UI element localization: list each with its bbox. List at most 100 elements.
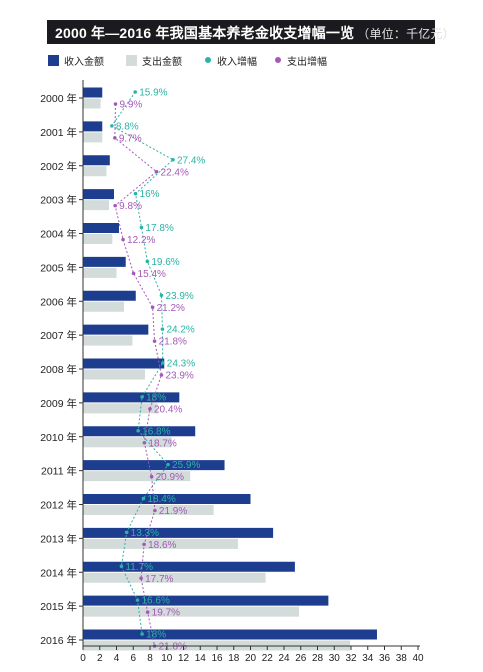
income-growth-label: 16.6% — [141, 596, 169, 607]
expense-growth-point — [113, 136, 117, 140]
expense-growth-label: 20.4% — [154, 404, 182, 415]
income-growth-point — [124, 530, 129, 535]
expense-growth-label: 18.7% — [148, 438, 176, 449]
income-growth-line — [111, 91, 174, 635]
legend-item-expense: 支出金额 — [126, 52, 182, 68]
expense-bar — [83, 132, 103, 143]
chart-title-bar: 2000 年—2016 年我国基本养老金收支增幅一览 （单位：千亿元） — [47, 20, 455, 44]
x-tick-label: 8 — [147, 653, 153, 664]
expense-bar — [83, 98, 101, 109]
income-bar — [83, 189, 114, 200]
y-tick-label: 2013 年 — [40, 532, 77, 545]
x-tick-label: 38 — [396, 653, 408, 664]
legend-dot-expense-growth — [275, 57, 281, 63]
expense-growth-label: 21.8% — [159, 337, 187, 348]
expense-growth-label: 22.4% — [161, 167, 189, 178]
expense-growth-label: 9.9% — [120, 100, 143, 111]
x-tick-label: 14 — [195, 653, 207, 664]
y-tick-label: 2007 年 — [40, 329, 77, 342]
y-tick-label: 2000 年 — [40, 92, 77, 105]
y-tick-label: 2005 年 — [40, 261, 77, 274]
x-tick-label: 20 — [245, 653, 257, 664]
x-tick-label: 2 — [97, 653, 103, 664]
chart-legend: 收入金额 支出金额 收入增幅 支出增幅 — [48, 52, 448, 68]
y-tick-label: 2008 年 — [40, 363, 77, 376]
income-growth-label: 17.8% — [145, 223, 173, 234]
income-growth-point — [135, 598, 140, 602]
expense-growth-point — [148, 407, 152, 411]
income-bar — [83, 595, 329, 606]
expense-bar — [83, 335, 133, 346]
expense-growth-label: 18.6% — [148, 540, 176, 551]
expense-bar — [83, 437, 172, 448]
expense-growth-point — [154, 169, 159, 174]
income-growth-label: 18.4% — [147, 494, 175, 505]
expense-growth-point — [150, 305, 155, 310]
income-growth-point — [140, 632, 144, 636]
income-growth-point — [166, 462, 170, 467]
legend-label-income: 收入金额 — [64, 56, 104, 68]
income-growth-point — [141, 496, 146, 501]
expense-growth-point — [113, 102, 118, 106]
y-tick-label: 2011 年 — [41, 465, 77, 478]
expense-growth-label: 15.4% — [138, 269, 166, 280]
expense-growth-point — [142, 542, 146, 547]
expense-growth-line — [114, 103, 162, 647]
expense-bar — [83, 403, 158, 414]
legend-item-income: 收入金额 — [48, 52, 104, 68]
expense-growth-label: 17.7% — [145, 574, 173, 585]
income-growth-point — [133, 191, 138, 196]
legend-label-expense: 支出金额 — [142, 56, 182, 68]
expense-growth-point — [153, 508, 157, 513]
income-growth-point — [110, 124, 114, 128]
income-bar — [83, 561, 295, 572]
x-tick-label: 6 — [130, 653, 136, 664]
x-tick-label: 30 — [329, 653, 341, 664]
income-growth-point — [159, 293, 164, 298]
expense-bar — [83, 267, 117, 278]
income-bar — [83, 629, 377, 640]
income-growth-label: 13.3% — [131, 528, 159, 539]
x-tick-label: 22 — [262, 653, 274, 664]
income-growth-label: 19.6% — [151, 257, 179, 268]
x-tick-label: 24 — [278, 653, 290, 664]
x-tick-label: 34 — [362, 653, 374, 664]
expense-bar — [83, 234, 113, 244]
expense-bar — [83, 505, 214, 515]
y-tick-label: 2003 年 — [40, 194, 77, 207]
income-growth-label: 27.4% — [177, 155, 205, 166]
expense-bar — [83, 572, 266, 583]
y-tick-label: 2016 年 — [40, 634, 77, 647]
expense-bar — [83, 200, 109, 211]
y-tick-label: 2014 年 — [40, 566, 77, 579]
expense-growth-point — [145, 610, 150, 614]
expense-growth-point — [142, 440, 147, 445]
chart-title-unit: （单位：千亿元） — [357, 27, 455, 41]
expense-growth-label: 9.8% — [119, 201, 142, 212]
x-tick-label: 10 — [161, 653, 173, 664]
chart-title-main: 2000 年—2016 年我国基本养老金收支增幅一览 — [55, 25, 355, 41]
legend-label-income-growth: 收入增幅 — [217, 56, 257, 68]
y-tick-label: 2001 年 — [40, 126, 77, 139]
expense-growth-label: 9.7% — [119, 133, 142, 144]
y-tick-label: 2010 年 — [40, 431, 77, 444]
legend-label-expense-growth: 支出增幅 — [287, 56, 327, 68]
x-tick-label: 36 — [379, 653, 391, 664]
income-bar — [83, 324, 149, 335]
x-tick-label: 4 — [114, 653, 120, 664]
expense-growth-label: 23.9% — [165, 371, 193, 382]
y-tick-label: 2006 年 — [40, 295, 77, 308]
expense-growth-point — [159, 373, 164, 377]
expense-bar — [83, 471, 191, 482]
income-growth-label: 16% — [140, 189, 160, 200]
income-growth-point — [133, 90, 137, 94]
expense-bar — [83, 166, 107, 177]
income-growth-point — [171, 157, 175, 162]
income-growth-label: 24.3% — [167, 359, 195, 370]
expense-bar — [83, 538, 238, 549]
expense-growth-point — [152, 339, 157, 343]
income-growth-label: 24.2% — [166, 325, 194, 336]
y-tick-label: 2004 年 — [40, 228, 77, 241]
income-growth-label: 11.7% — [125, 562, 153, 573]
